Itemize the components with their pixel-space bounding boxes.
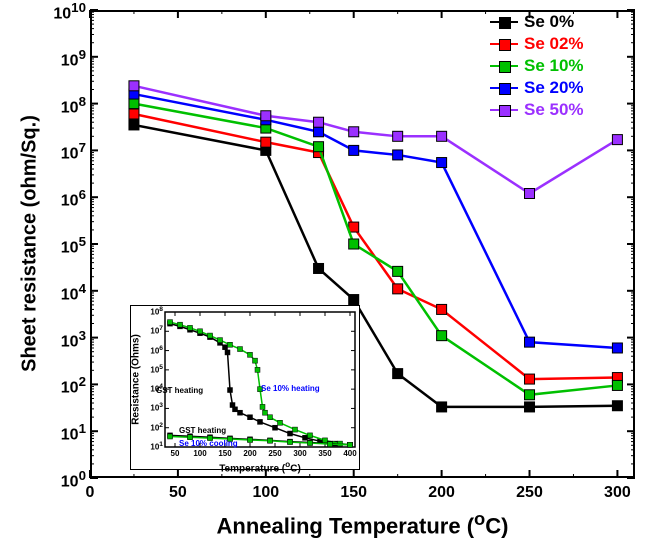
data-marker xyxy=(612,380,622,390)
inset-x-tick: 300 xyxy=(288,449,312,458)
inset-x-tick: 100 xyxy=(188,449,212,458)
x-tick-label: 200 xyxy=(422,484,462,502)
data-marker xyxy=(261,111,271,121)
legend-label: Se 0% xyxy=(524,12,574,32)
x-axis-label: Annealing Temperature (oC) xyxy=(90,508,635,539)
data-marker xyxy=(349,295,359,305)
data-marker xyxy=(349,127,359,137)
legend-label: Se 50% xyxy=(524,100,584,120)
legend-marker xyxy=(490,87,518,89)
data-marker xyxy=(525,402,535,412)
y-tick-label: 106 xyxy=(42,187,86,210)
data-marker xyxy=(525,188,535,198)
x-tick-label: 250 xyxy=(510,484,550,502)
inset-x-label: Temperature (oC) xyxy=(165,459,355,474)
data-marker xyxy=(314,127,324,137)
legend-item: Se 50% xyxy=(490,100,584,120)
inset-x-tick: 200 xyxy=(238,449,262,458)
data-marker xyxy=(393,131,403,141)
legend-item: Se 20% xyxy=(490,78,584,98)
data-marker xyxy=(393,150,403,160)
data-marker xyxy=(437,331,447,341)
x-tick-label: 100 xyxy=(246,484,286,502)
data-marker xyxy=(612,401,622,411)
data-marker xyxy=(525,390,535,400)
legend-label: Se 20% xyxy=(524,78,584,98)
y-tick-label: 100 xyxy=(42,468,86,491)
chart-container: Sheet resistance (ohm/Sq.) Annealing Tem… xyxy=(0,0,668,543)
inset-x-tick: 150 xyxy=(213,449,237,458)
data-marker xyxy=(437,402,447,412)
inset-x-tick: 50 xyxy=(163,449,187,458)
data-marker xyxy=(612,135,622,145)
x-tick-label: 50 xyxy=(158,484,198,502)
legend-label: Se 10% xyxy=(524,56,584,76)
inset-plot: 5010015020025030035040010110210310410510… xyxy=(130,305,360,470)
legend-item: Se 0% xyxy=(490,12,584,32)
data-marker xyxy=(437,131,447,141)
inset-y-tick: 102 xyxy=(139,422,163,433)
data-marker xyxy=(393,266,403,276)
data-marker xyxy=(261,137,271,147)
data-marker xyxy=(349,239,359,249)
data-marker xyxy=(314,117,324,127)
data-marker xyxy=(129,109,139,119)
legend-item: Se 02% xyxy=(490,34,584,54)
x-tick-label: 150 xyxy=(334,484,374,502)
y-tick-label: 109 xyxy=(42,47,86,70)
data-marker xyxy=(393,284,403,294)
data-marker xyxy=(129,99,139,109)
inset-y-label: Resistance (Ohms) xyxy=(131,314,142,444)
data-marker xyxy=(129,81,139,91)
inset-x-tick: 250 xyxy=(263,449,287,458)
inset-y-tick: 106 xyxy=(139,345,163,356)
y-tick-label: 102 xyxy=(42,374,86,397)
y-tick-label: 104 xyxy=(42,281,86,304)
legend: Se 0%Se 02%Se 10%Se 20%Se 50% xyxy=(490,12,584,122)
y-tick-label: 105 xyxy=(42,234,86,257)
legend-marker xyxy=(490,109,518,111)
legend-marker xyxy=(490,43,518,45)
legend-marker xyxy=(490,21,518,23)
inset-y-tick: 107 xyxy=(139,325,163,336)
data-marker xyxy=(393,369,403,379)
data-marker xyxy=(129,120,139,130)
inset-y-tick: 101 xyxy=(139,441,163,452)
inset-annotation: Se 10% heating xyxy=(261,384,320,393)
data-marker xyxy=(349,145,359,155)
data-marker xyxy=(437,158,447,168)
data-marker xyxy=(349,222,359,232)
y-tick-label: 1010 xyxy=(42,0,86,23)
y-tick-label: 101 xyxy=(42,421,86,444)
legend-label: Se 02% xyxy=(524,34,584,54)
y-tick-label: 107 xyxy=(42,140,86,163)
inset-y-tick: 108 xyxy=(139,306,163,317)
data-marker xyxy=(612,343,622,353)
data-marker xyxy=(314,142,324,152)
inset-annotation: Se 10% cooling xyxy=(179,439,238,448)
data-marker xyxy=(437,304,447,314)
inset-x-tick: 350 xyxy=(313,449,337,458)
x-tick-label: 300 xyxy=(597,484,637,502)
data-marker xyxy=(525,374,535,384)
inset-annotation: GST heating xyxy=(156,386,203,395)
y-axis-label: Sheet resistance (ohm/Sq.) xyxy=(19,114,42,374)
data-marker xyxy=(314,263,324,273)
inset-y-tick: 105 xyxy=(139,364,163,375)
inset-x-tick: 400 xyxy=(338,449,362,458)
data-marker xyxy=(525,337,535,347)
y-tick-label: 103 xyxy=(42,328,86,351)
y-tick-label: 108 xyxy=(42,94,86,117)
legend-marker xyxy=(490,65,518,67)
inset-y-tick: 103 xyxy=(139,402,163,413)
legend-item: Se 10% xyxy=(490,56,584,76)
inset-annotation: GST heating xyxy=(179,426,226,435)
